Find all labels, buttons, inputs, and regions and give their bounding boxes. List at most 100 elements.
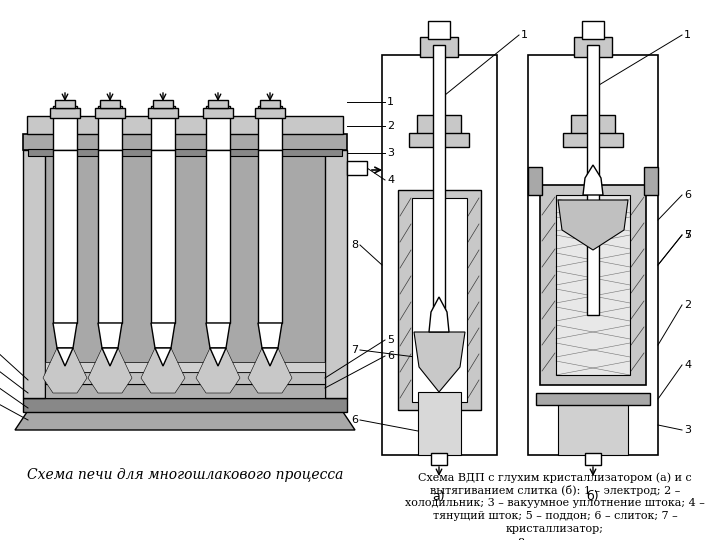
- Polygon shape: [210, 348, 226, 366]
- Text: кристаллизатор;: кристаллизатор;: [506, 524, 604, 534]
- Polygon shape: [102, 348, 118, 366]
- Text: 8: 8: [351, 240, 358, 250]
- Bar: [398, 190, 481, 410]
- Bar: [27, 116, 343, 134]
- Bar: [45, 362, 325, 372]
- Bar: [255, 108, 285, 118]
- Polygon shape: [88, 348, 132, 393]
- Text: 1: 1: [684, 30, 691, 40]
- Text: 2: 2: [387, 121, 394, 131]
- Bar: [563, 133, 623, 147]
- Text: 5: 5: [387, 335, 394, 345]
- Bar: [258, 150, 282, 323]
- Bar: [325, 150, 347, 398]
- Text: 4: 4: [387, 175, 394, 185]
- Bar: [418, 392, 461, 455]
- Text: б): б): [587, 490, 599, 503]
- Text: 1: 1: [521, 30, 528, 40]
- Bar: [28, 149, 342, 156]
- Polygon shape: [558, 200, 628, 250]
- Bar: [45, 372, 325, 384]
- Bar: [98, 150, 122, 323]
- Bar: [23, 398, 347, 412]
- Text: 6: 6: [684, 190, 691, 200]
- Bar: [587, 45, 599, 315]
- Bar: [151, 106, 175, 150]
- Bar: [428, 21, 450, 39]
- Polygon shape: [196, 348, 240, 393]
- Bar: [347, 161, 367, 175]
- Bar: [100, 100, 120, 108]
- Bar: [574, 37, 612, 57]
- Bar: [98, 106, 122, 150]
- Text: 8 – соленоид: 8 – соленоид: [518, 537, 592, 540]
- Text: холодильник; 3 – вакуумное уплотнение штока; 4 –: холодильник; 3 – вакуумное уплотнение шт…: [405, 498, 705, 508]
- Bar: [571, 115, 615, 135]
- Bar: [45, 384, 325, 398]
- Text: 7: 7: [684, 230, 691, 240]
- Bar: [258, 106, 282, 150]
- Polygon shape: [155, 348, 171, 366]
- Polygon shape: [414, 332, 465, 392]
- Text: Схема печи для многошлакового процесса: Схема печи для многошлакового процесса: [27, 468, 343, 482]
- Polygon shape: [583, 165, 603, 195]
- Text: 2: 2: [684, 300, 691, 310]
- Bar: [53, 106, 77, 150]
- Polygon shape: [429, 297, 449, 332]
- Bar: [528, 167, 542, 195]
- Polygon shape: [141, 348, 185, 393]
- Polygon shape: [57, 348, 73, 366]
- Text: 3: 3: [684, 425, 691, 435]
- Bar: [417, 115, 461, 135]
- Text: а): а): [433, 490, 445, 503]
- Text: вытягиванием слитка (б): 1 – электрод; 2 –: вытягиванием слитка (б): 1 – электрод; 2…: [430, 485, 680, 496]
- Bar: [208, 100, 228, 108]
- Text: 7: 7: [351, 345, 358, 355]
- Bar: [23, 150, 45, 398]
- Polygon shape: [151, 323, 175, 348]
- Bar: [148, 108, 178, 118]
- Polygon shape: [98, 323, 122, 348]
- Bar: [540, 185, 646, 385]
- Bar: [420, 37, 458, 57]
- Bar: [206, 150, 230, 323]
- Polygon shape: [43, 348, 87, 393]
- Bar: [536, 393, 650, 405]
- Bar: [203, 108, 233, 118]
- Text: тянущий шток; 5 – поддон; 6 – слиток; 7 –: тянущий шток; 5 – поддон; 6 – слиток; 7 …: [433, 511, 678, 521]
- Bar: [412, 198, 467, 402]
- Bar: [582, 21, 604, 39]
- Bar: [50, 108, 80, 118]
- Text: 3: 3: [387, 148, 394, 158]
- Text: 5: 5: [684, 230, 691, 240]
- Bar: [585, 453, 601, 465]
- Polygon shape: [262, 348, 278, 366]
- Text: 1: 1: [387, 97, 394, 107]
- Text: 6: 6: [351, 415, 358, 425]
- Polygon shape: [248, 348, 292, 393]
- Bar: [528, 55, 658, 455]
- Bar: [409, 133, 469, 147]
- Bar: [558, 395, 628, 455]
- Bar: [644, 167, 658, 195]
- Bar: [55, 100, 75, 108]
- Bar: [556, 195, 630, 375]
- Bar: [433, 45, 445, 315]
- Polygon shape: [15, 412, 355, 430]
- Polygon shape: [206, 323, 230, 348]
- Polygon shape: [258, 323, 282, 348]
- Bar: [206, 106, 230, 150]
- Bar: [382, 55, 497, 455]
- Bar: [95, 108, 125, 118]
- Bar: [153, 100, 173, 108]
- Text: Схема ВДП с глухим кристаллизатором (а) и с: Схема ВДП с глухим кристаллизатором (а) …: [418, 472, 692, 483]
- Bar: [260, 100, 280, 108]
- Bar: [151, 150, 175, 323]
- Bar: [53, 150, 77, 323]
- Text: 4: 4: [684, 360, 691, 370]
- Text: 6: 6: [387, 351, 394, 361]
- Bar: [45, 150, 325, 398]
- Polygon shape: [53, 323, 77, 348]
- Bar: [23, 134, 347, 150]
- Bar: [431, 453, 447, 465]
